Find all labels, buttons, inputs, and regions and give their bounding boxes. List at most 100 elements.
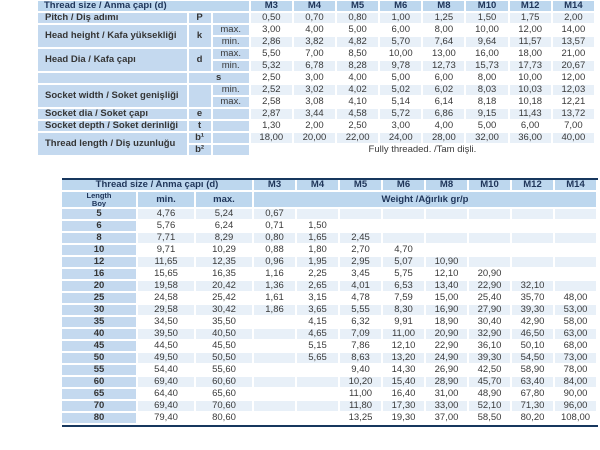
weight-cell (512, 269, 556, 281)
weight-cell (426, 209, 470, 221)
weight-cell: 2,95 (340, 257, 384, 269)
weight-cell: 20,90 (426, 329, 470, 341)
value-cell: 5,50 (250, 49, 294, 61)
value-cell: 8,00 (423, 25, 467, 37)
weight-cell: 18,90 (426, 317, 470, 329)
length-cell: 16 (62, 269, 138, 281)
weight-cell (469, 221, 513, 233)
weight-cell: 32,90 (469, 329, 513, 341)
min-length-cell: 49,50 (138, 353, 196, 365)
length-cell: 30 (62, 305, 138, 317)
value-cell: 6,14 (423, 97, 467, 109)
value-cell: 10,00 (509, 73, 553, 85)
weight-cell (383, 221, 427, 233)
size-header-cell: M3 (250, 1, 294, 13)
table-row: 20 19,58 20,42 1,36 2,65 4,01 6,53 13,40 22,90 32… (62, 281, 599, 293)
max-length-cell: 25,42 (196, 293, 255, 305)
weight-cell: 11,00 (383, 329, 427, 341)
row-label-cell: Socket width / Soket genişliği (38, 85, 189, 109)
subrow-cell: min. (212, 61, 251, 73)
weight-header-cell: Weight /Ağırlık gr/p (254, 192, 599, 209)
weight-cell: 78,00 (555, 365, 599, 377)
table-row: 40 39,50 40,50 4,65 7,09 11,00 20,90 32,90 46,50… (62, 329, 599, 341)
value-cell: 1,30 (250, 121, 294, 133)
min-length-cell: 54,40 (138, 365, 196, 377)
min-header-cell: min. (138, 192, 196, 209)
value-cell: 10,18 (509, 97, 553, 109)
weight-cell (383, 209, 427, 221)
weight-cell: 16,90 (426, 305, 470, 317)
value-cell: 2,50 (250, 73, 294, 85)
weight-cell: 42,50 (469, 365, 513, 377)
value-cell: 12,00 (552, 73, 596, 85)
value-cell: 8,28 (337, 61, 381, 73)
weight-cell: 3,15 (297, 293, 341, 305)
weight-cell (340, 221, 384, 233)
weight-cell: 58,50 (469, 413, 513, 425)
weight-cell (297, 389, 341, 401)
weight-cell (383, 233, 427, 245)
table-row: 45 44,50 45,50 5,15 7,86 12,10 22,90 36,10 50,10… (62, 341, 599, 353)
value-cell: 11,43 (509, 109, 553, 121)
weight-cell (340, 209, 384, 221)
table-row: 6 5,76 6,24 0,71 1,50 (62, 221, 599, 233)
weight-cell: 2,25 (297, 269, 341, 281)
value-cell: 4,58 (337, 109, 381, 121)
length-cell: 55 (62, 365, 138, 377)
max-length-cell: 8,29 (196, 233, 255, 245)
weight-cell: 15,00 (426, 293, 470, 305)
value-cell: 1,75 (509, 13, 553, 25)
weight-cell: 39,30 (512, 305, 556, 317)
weight-cell: 12,10 (383, 341, 427, 353)
weight-cell: 50,10 (512, 341, 556, 353)
subrow-cell: max. (212, 49, 251, 61)
weight-cell: 9,40 (340, 365, 384, 377)
size-header-cell: M4 (293, 1, 338, 13)
size-header-cell: M10 (466, 1, 510, 13)
value-cell: 0,70 (293, 13, 338, 25)
max-length-cell: 80,60 (196, 413, 255, 425)
value-cell: 7,64 (423, 37, 467, 49)
weight-cell: 45,70 (469, 377, 513, 389)
weight-cell (254, 389, 298, 401)
weight-cell: 42,90 (512, 317, 556, 329)
length-weight-table-body: Thread size / Anma çapı (d) M3 M4 M5 M6 M8 M10… (62, 180, 599, 425)
value-cell: 3,82 (293, 37, 338, 49)
weight-cell: 3,45 (340, 269, 384, 281)
length-cell: 70 (62, 401, 138, 413)
value-cell: 10,03 (509, 85, 553, 97)
weight-cell: 8,63 (340, 353, 384, 365)
max-length-cell: 6,24 (196, 221, 255, 233)
value-cell: 5,72 (380, 109, 424, 121)
row-label-cell: Head Dia / Kafa çapı (38, 49, 189, 73)
weight-cell: 108,00 (555, 413, 599, 425)
table-row: 80 79,40 80,60 13,25 19,30 37,00 58,50 80,20 108… (62, 413, 599, 425)
weight-cell: 4,15 (297, 317, 341, 329)
weight-cell (555, 257, 599, 269)
table-row: 65 64,40 65,60 11,00 16,40 31,00 48,90 67,80 90,… (62, 389, 599, 401)
weight-cell (254, 353, 298, 365)
weight-cell: 1,95 (297, 257, 341, 269)
min-length-cell: 39,50 (138, 329, 196, 341)
weight-cell: 27,90 (469, 305, 513, 317)
subheader-row: Length Boy min. max. Weight /Ağırlık gr/p (62, 192, 599, 209)
weight-cell: 63,40 (512, 377, 556, 389)
value-cell: 20,67 (552, 61, 596, 73)
value-cell: 18,00 (250, 133, 294, 145)
row-label-cell (38, 73, 189, 85)
weight-cell: 4,65 (297, 329, 341, 341)
weight-cell (555, 209, 599, 221)
table-row: max. 2,58 3,08 4,10 5,14 6,14 8,18 10,18 12,21 (38, 97, 596, 109)
value-cell: 1,25 (423, 13, 467, 25)
weight-cell (297, 209, 341, 221)
weight-cell: 8,30 (383, 305, 427, 317)
subrow-cell (212, 121, 251, 133)
value-cell: 40,00 (552, 133, 596, 145)
value-cell: 9,64 (466, 37, 510, 49)
weight-cell: 36,10 (469, 341, 513, 353)
symbol-cell (188, 85, 213, 109)
weight-cell: 35,70 (512, 293, 556, 305)
table-row: 30 29,58 30,42 1,86 3,65 5,55 8,30 16,90 27,90 39… (62, 305, 599, 317)
value-cell: 8,50 (337, 49, 381, 61)
